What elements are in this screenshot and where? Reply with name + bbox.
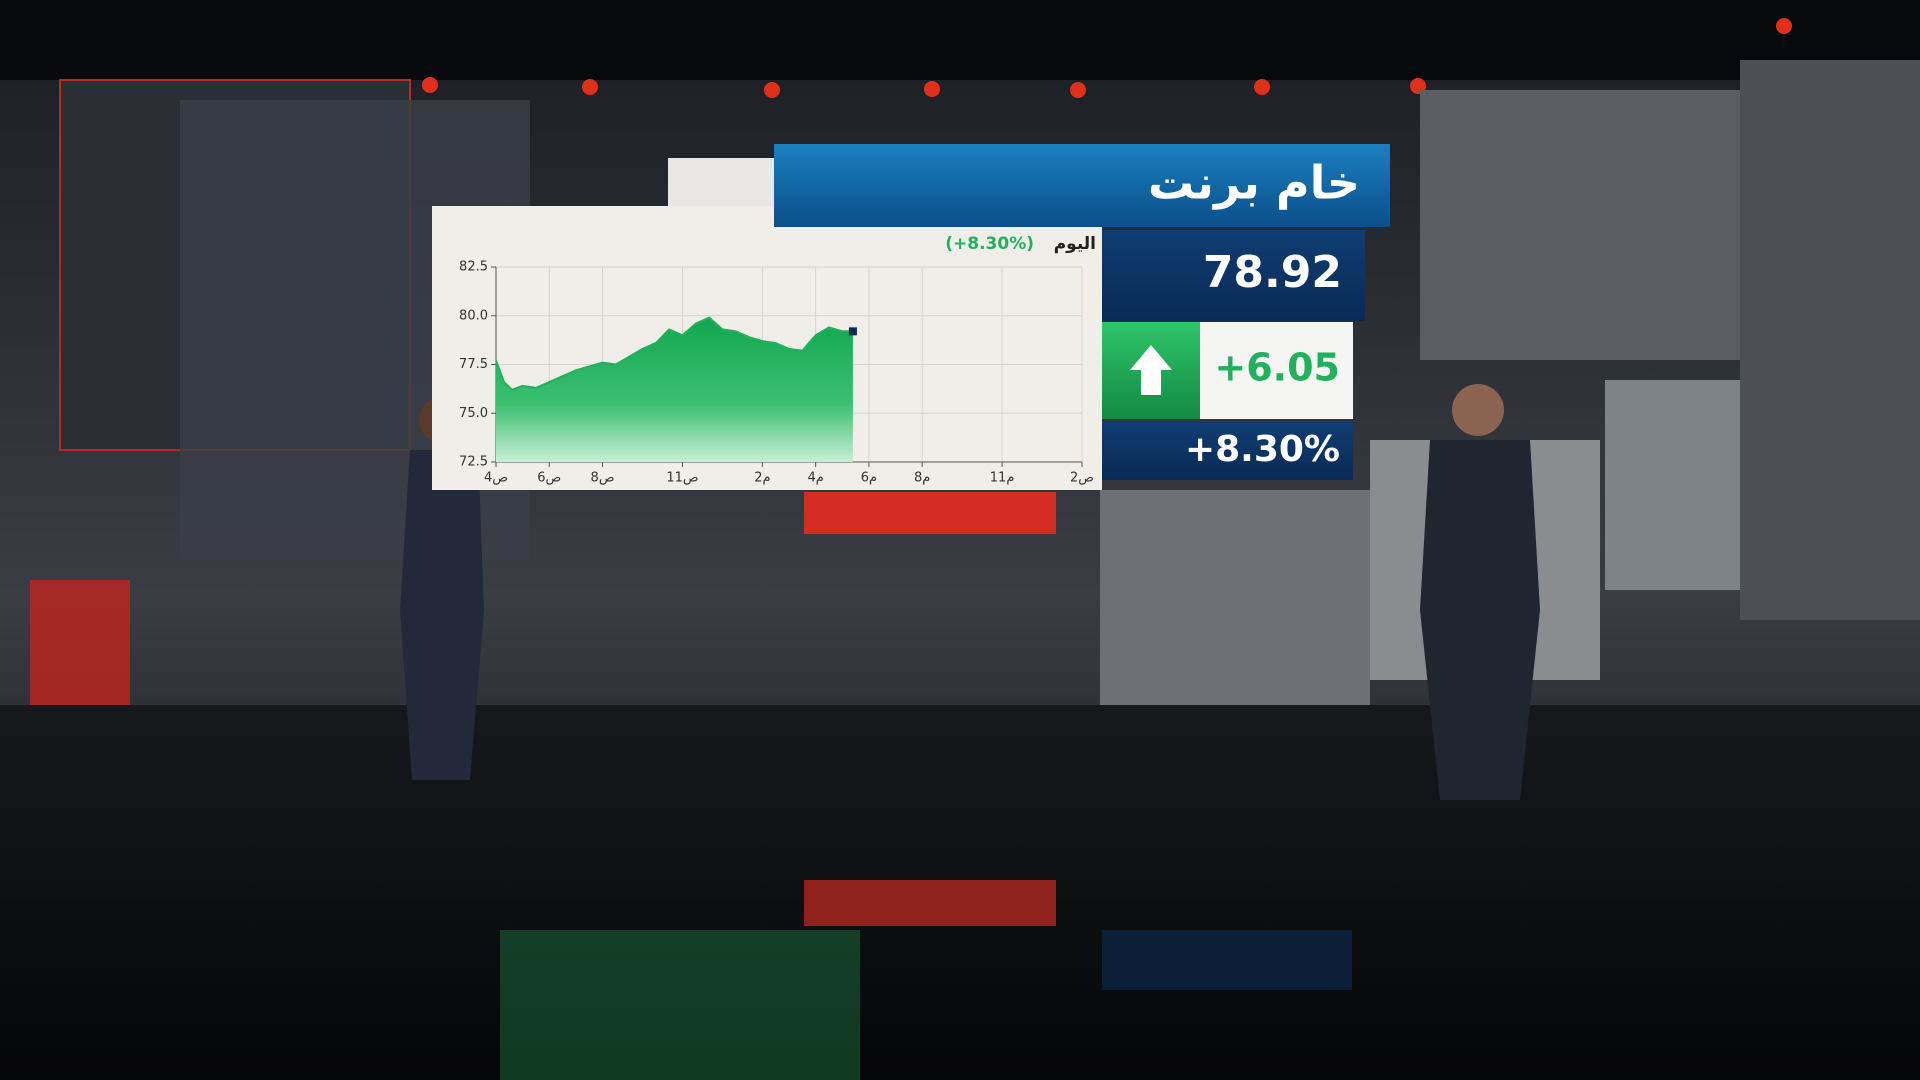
chart-title: خام برنت — [1148, 156, 1360, 210]
x-tick-label: 2م — [754, 471, 770, 486]
price-box — [1102, 230, 1365, 321]
percent-box — [1102, 422, 1353, 480]
x-tick-label: 4ص — [484, 471, 508, 486]
panel-tab — [668, 158, 778, 208]
wall-panel — [1740, 60, 1920, 620]
video-panel — [1100, 490, 1370, 705]
up-arrow — [1130, 345, 1172, 395]
last-point-marker — [848, 327, 857, 336]
x-tick-label: 11ص — [666, 471, 698, 486]
x-tick-label: 11م — [990, 471, 1015, 486]
area-line — [495, 316, 853, 391]
ceiling-lights — [422, 18, 1792, 98]
presenter-right — [1420, 384, 1540, 800]
period-label: اليوم — [1054, 234, 1096, 254]
x-tick-label: 2ص — [1070, 471, 1094, 486]
y-tick-label: 77.5 — [459, 357, 488, 372]
floor-reflection — [500, 930, 860, 1080]
wall-panel — [1420, 90, 1740, 360]
x-tick-label: 8م — [914, 471, 930, 486]
x-tick-label: 8ص — [591, 471, 615, 486]
floor-reflection — [1102, 930, 1352, 990]
x-tick-label: 4م — [807, 471, 823, 486]
floor-reflection — [804, 880, 1056, 926]
y-tick-label: 75.0 — [459, 406, 488, 421]
x-tick-label: 6م — [861, 471, 877, 486]
plot: 72.5 75.0 77.5 80.0 82.5 4ص 6ص 8ص 11ص 2م 4م 6م 8م 11م… — [459, 260, 1094, 486]
y-tick-label: 72.5 — [459, 455, 488, 470]
x-tick-label: 6ص — [537, 471, 561, 486]
y-tick-label: 82.5 — [459, 260, 488, 275]
change-percent: +8.30% — [1185, 429, 1340, 470]
period-change: (+8.30%) — [945, 234, 1034, 254]
title-bar — [774, 144, 1390, 227]
ceiling — [0, 0, 1920, 80]
red-strip — [804, 492, 1056, 534]
change: +6.05 — [1214, 346, 1340, 390]
change-box — [1200, 322, 1353, 419]
y-tick-label: 80.0 — [459, 308, 488, 323]
area-fill — [496, 317, 853, 462]
price: 78.92 — [1203, 247, 1342, 298]
